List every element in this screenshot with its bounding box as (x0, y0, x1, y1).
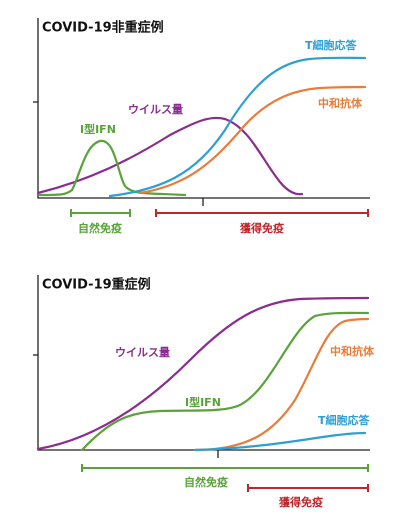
curve-label: 中和抗体 (330, 344, 375, 358)
panel-severe: COVID-19重症例 ウイルス量 I型IFN 中和抗体 T細胞応答 自然免疫 … (33, 275, 375, 509)
antibody-curve (138, 85, 367, 195)
curve-label: T細胞応答 (318, 413, 371, 427)
adaptive-bar (247, 484, 369, 492)
phase-label: 自然免疫 (184, 475, 228, 489)
antibody-curve (193, 317, 370, 452)
phase-label: 獲得免疫 (240, 221, 284, 235)
innate-bar (81, 464, 369, 472)
phase-label: 獲得免疫 (279, 495, 323, 509)
virus-curve (36, 296, 370, 451)
ifn-curve (80, 311, 370, 452)
curve-label: T細胞応答 (305, 38, 358, 52)
adaptive-bar (155, 209, 369, 217)
curve-label: I型IFN (80, 122, 116, 136)
curve-label: ウイルス量 (115, 346, 170, 359)
panel-mild: COVID-19非重症例 T細胞応答 中和抗体 ウイルス量 I型IFN 自然免疫… (33, 18, 370, 235)
curve-label: I型IFN (185, 395, 221, 409)
innate-bar (70, 209, 131, 217)
panel-title: COVID-19非重症例 (42, 20, 164, 36)
phase-label: 自然免疫 (78, 221, 122, 235)
virus-curve (36, 116, 304, 196)
t-cell-curve (193, 431, 367, 452)
axes (37, 18, 370, 199)
curve-label: ウイルス量 (128, 103, 183, 116)
t-cell-curve (108, 56, 367, 198)
panel-title: COVID-19重症例 (42, 277, 151, 293)
curve-label: 中和抗体 (318, 96, 363, 110)
